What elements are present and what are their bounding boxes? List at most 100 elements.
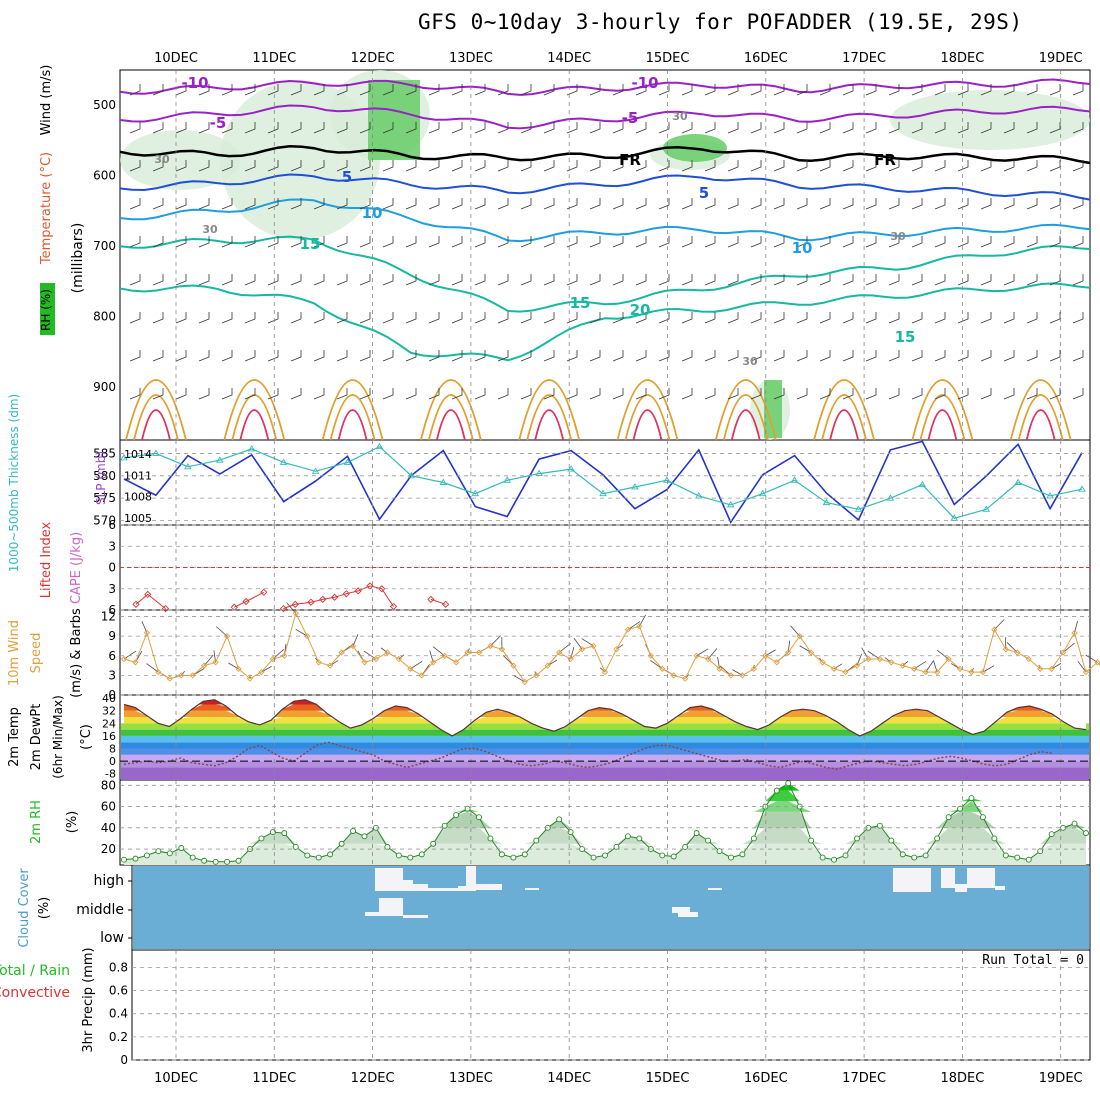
isotherm-warm — [239, 409, 270, 441]
wind-barb-10m — [410, 661, 423, 670]
wind-barb — [359, 236, 371, 248]
wind-barb — [405, 160, 417, 172]
cloud-block — [893, 868, 931, 892]
cloud-level-label: low — [100, 930, 124, 946]
wind-barb — [750, 122, 762, 134]
wind10m-marker — [888, 659, 895, 666]
rh2m-marker — [418, 851, 425, 858]
wind-barb — [497, 160, 509, 172]
wind-barb — [244, 236, 256, 248]
wind-barb — [865, 84, 877, 96]
wind-barb — [911, 160, 923, 172]
ylabel-degc: (°C) — [79, 724, 94, 750]
wind-barb — [221, 84, 233, 96]
wind-barb — [681, 160, 693, 172]
wind-barb — [198, 236, 210, 248]
thickness-marker — [247, 445, 256, 452]
wind10m-marker — [178, 672, 185, 679]
wind10m-marker — [613, 646, 620, 653]
wind-barb — [359, 388, 371, 400]
wind10m-marker — [590, 642, 597, 650]
wind-barb — [1049, 312, 1061, 324]
contour-label: 15 — [895, 328, 916, 346]
wind10m-marker — [212, 659, 219, 666]
wind-barb — [750, 274, 762, 286]
y-tick-label: 0 — [120, 1053, 128, 1067]
wind-barb — [750, 236, 762, 248]
wind-barb — [428, 198, 440, 210]
wind-barb — [1049, 122, 1061, 134]
rh-fill — [124, 811, 1086, 828]
thickness-marker — [982, 505, 990, 512]
wind10m-marker — [659, 665, 666, 672]
wind10m-marker — [1094, 659, 1100, 666]
wind10m-marker — [1025, 655, 1032, 663]
wind10m-marker — [1082, 668, 1090, 676]
wind-barb — [635, 350, 647, 362]
day-label-bottom: 15DEC — [646, 1071, 690, 1086]
y-tick-label: 16 — [102, 730, 116, 743]
cloud-block — [967, 868, 995, 888]
wind-barb — [129, 84, 141, 96]
wind-barb — [543, 122, 555, 134]
wind-barb — [543, 388, 555, 400]
wind-barb — [911, 388, 923, 400]
wind-barb — [175, 84, 187, 96]
wind-barb — [336, 84, 348, 96]
rh2m-marker — [785, 780, 792, 787]
wind-barb — [796, 84, 808, 96]
rh2m-marker — [258, 835, 265, 842]
wind-barb — [819, 122, 831, 134]
wind-barb — [1072, 122, 1084, 134]
wind-barb — [175, 350, 187, 362]
rh2m-marker — [636, 835, 643, 842]
isotherm-warm — [624, 394, 671, 441]
wind10m-marker — [1071, 629, 1078, 637]
wind-barb — [267, 388, 279, 400]
cloud-block — [379, 898, 403, 914]
wind10m-marker — [670, 672, 677, 679]
thickness-marker — [407, 471, 416, 479]
wind-barb — [382, 84, 394, 96]
isotherm-warm — [321, 379, 384, 441]
day-label-bottom: 10DEC — [154, 1071, 198, 1086]
wind-barb — [796, 122, 808, 134]
li-marker — [378, 585, 386, 593]
cloud-level-label: high — [93, 873, 124, 889]
wind-barb — [566, 388, 578, 400]
rh-shade-high — [764, 380, 782, 438]
isotherm-warm — [919, 394, 966, 441]
wind-barb — [635, 160, 647, 172]
wind-barb — [980, 198, 992, 210]
wind-barb — [1049, 236, 1061, 248]
wind-barb — [1026, 160, 1038, 172]
wind-barb — [704, 350, 716, 362]
contour-label: 10 — [792, 239, 813, 257]
wind-barb-10m — [180, 670, 185, 676]
wind-barb — [405, 274, 417, 286]
thickness-marker — [1078, 485, 1086, 492]
isotherm-warm — [141, 409, 171, 441]
wind-barb — [474, 160, 486, 172]
wind-barb-10m — [286, 602, 297, 614]
wind10m-marker — [682, 675, 689, 682]
panel-labels: 10DEC 10DEC 11DEC 11DEC 12DEC 12DEC 13DEC 13DEC… — [0, 51, 1084, 1086]
rh2m-marker — [189, 854, 196, 861]
wind-barb — [704, 388, 716, 400]
ylabel-convective: Convective — [0, 985, 70, 1001]
wind10m-marker — [475, 649, 483, 656]
wind-barb — [152, 312, 164, 324]
wind-barb — [244, 84, 256, 96]
y-tick-label: 9 — [108, 629, 116, 643]
thickness-marker — [918, 480, 927, 488]
wind-barb — [566, 122, 578, 134]
wind-barb — [934, 274, 946, 286]
wind-barb — [244, 198, 256, 210]
wind-barb — [520, 122, 532, 134]
wind-barb — [773, 236, 785, 248]
y-tick-label: -8 — [105, 768, 116, 781]
wind-barb — [888, 198, 900, 210]
thickness-marker — [216, 456, 224, 463]
wind-barb — [451, 122, 463, 134]
rh2m-marker — [521, 851, 528, 858]
